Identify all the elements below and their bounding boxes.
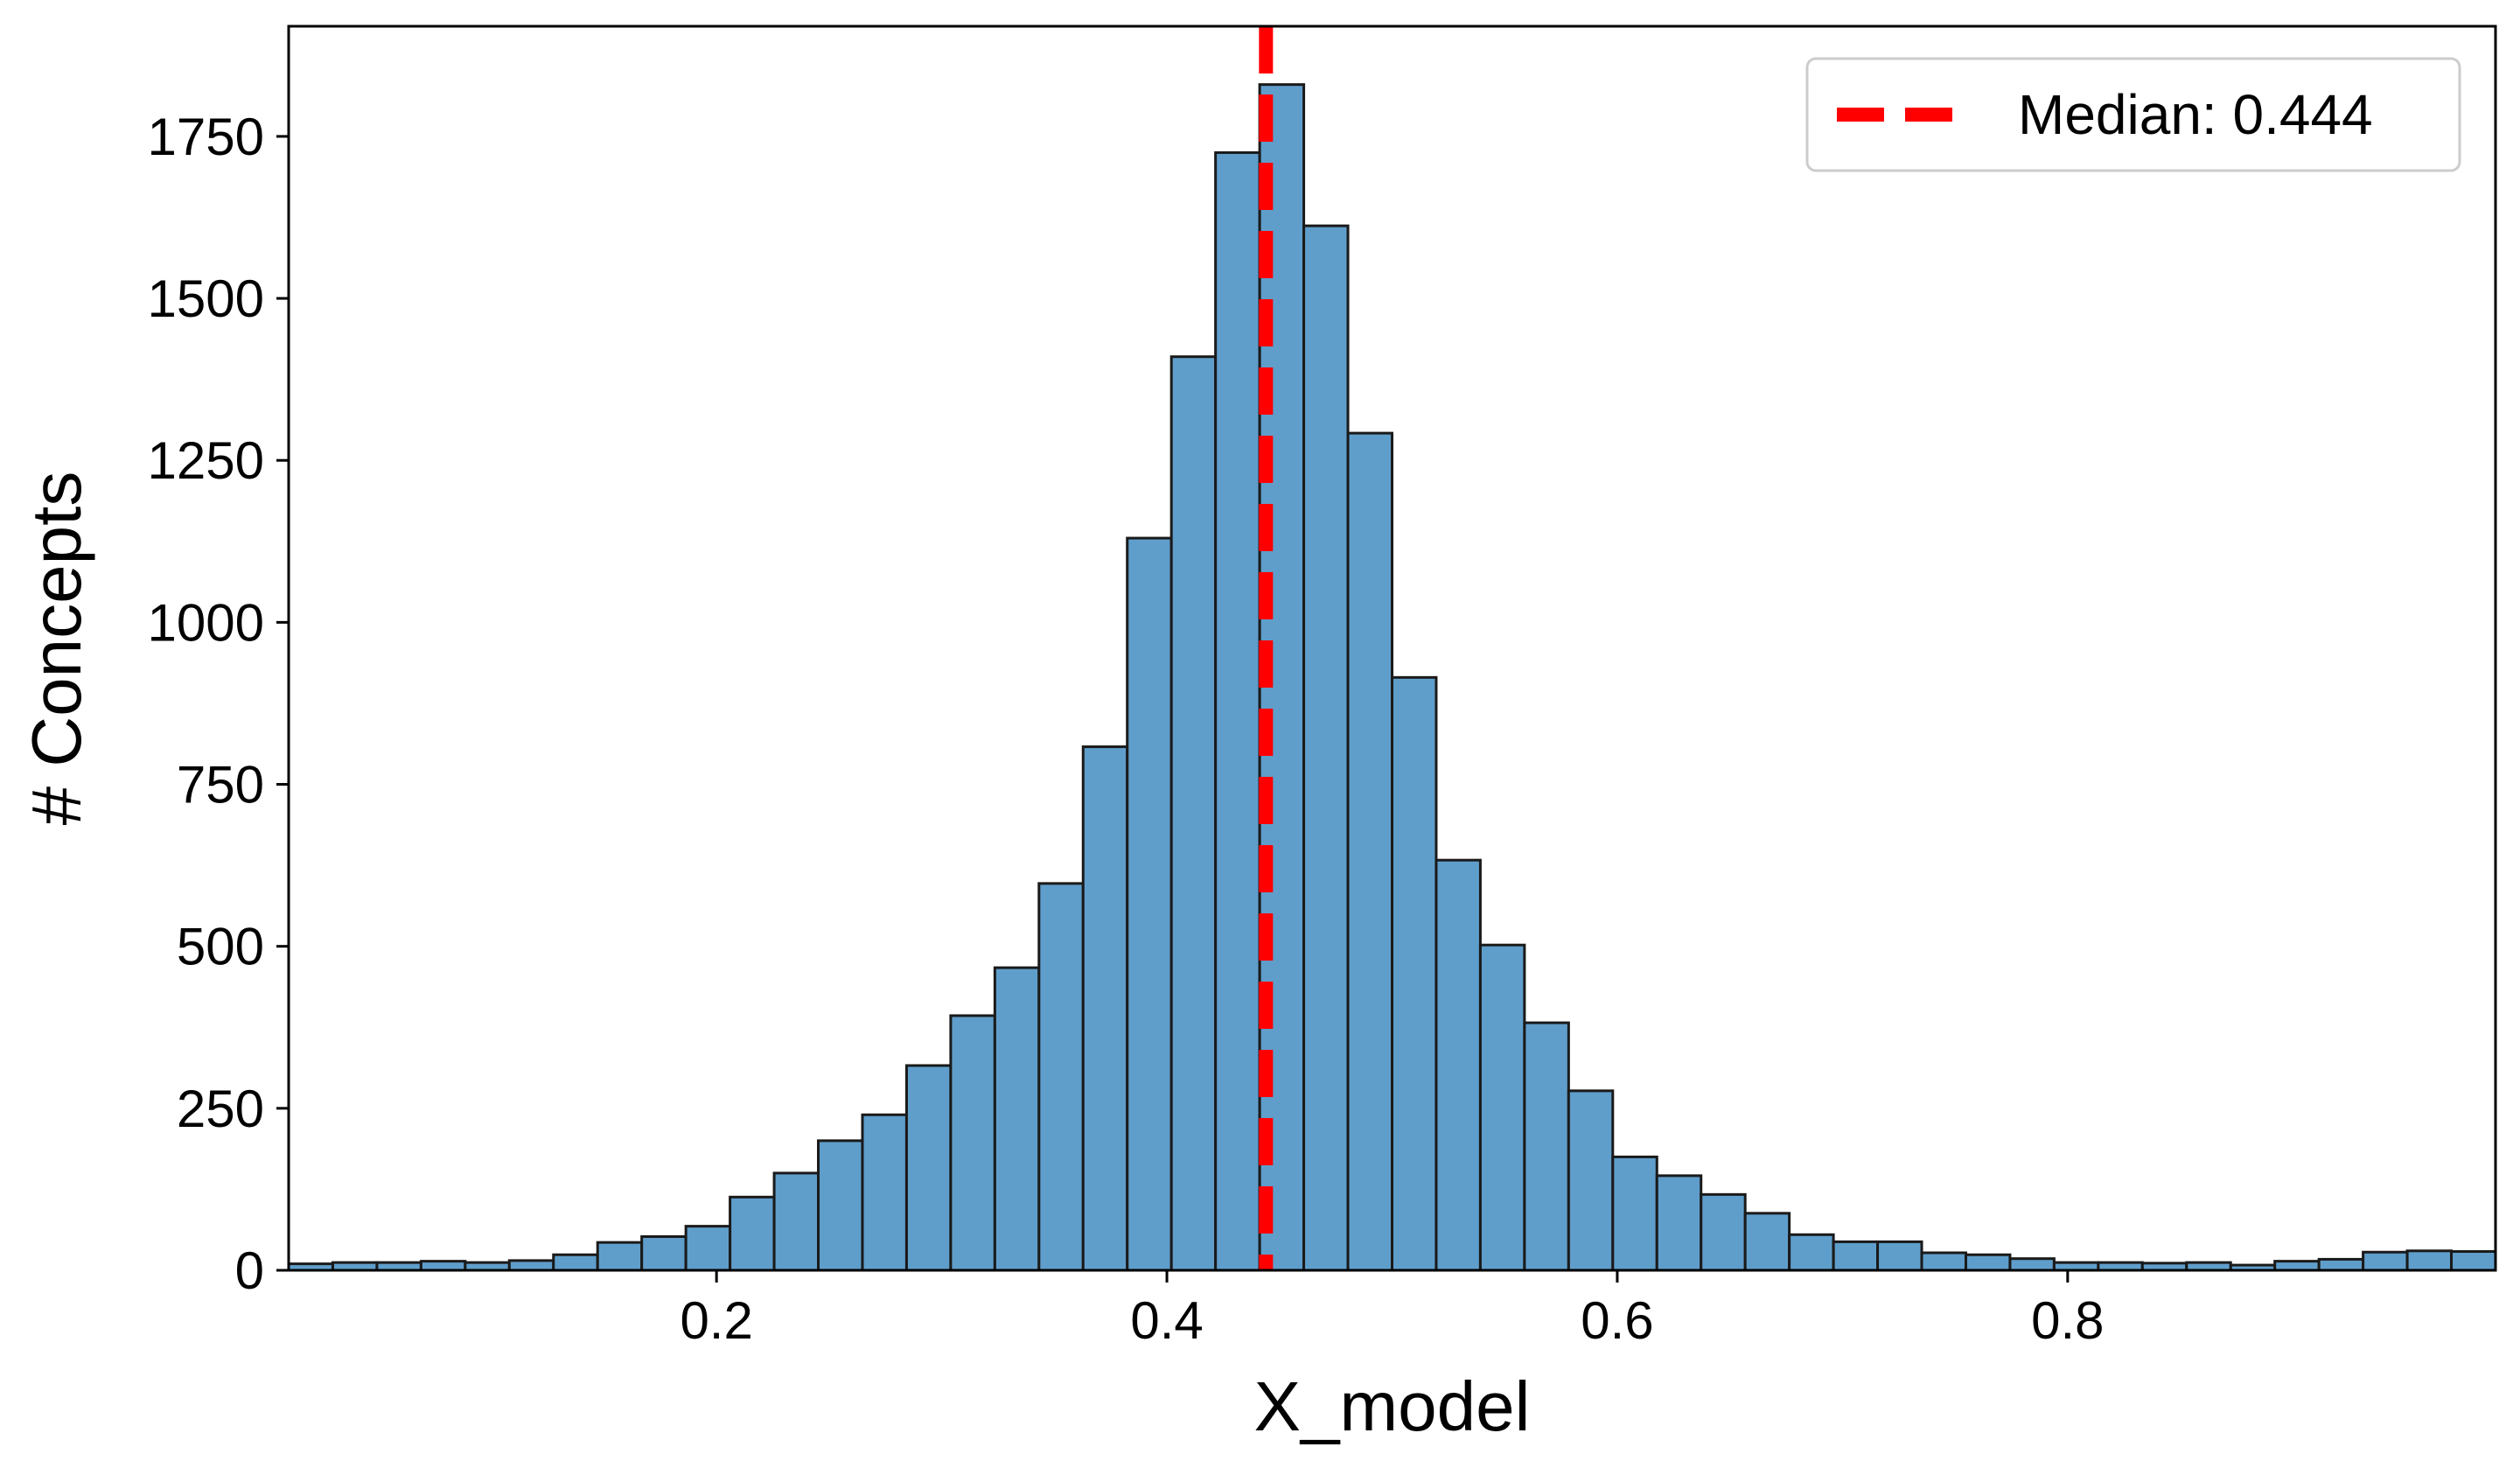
histogram-bar [1611,1155,1658,1272]
histogram-bar [1391,675,1438,1272]
histogram-bar [1435,858,1482,1272]
histogram-bar [1920,1251,1967,1272]
x-axis-title: X_model [1254,1367,1531,1445]
histogram-bar [1346,431,1394,1272]
histogram-bar [861,1113,908,1272]
histogram-bar [1037,882,1085,1272]
y-tick-label: 1750 [148,108,264,166]
histogram-bar [684,1225,732,1272]
histogram-bar [1478,943,1526,1272]
y-tick-label: 500 [177,918,264,976]
histogram-bar [1655,1174,1703,1272]
histogram-bar [1214,150,1261,1272]
histogram-bar [2362,1250,2409,1272]
histogram-bar [2405,1249,2454,1272]
histogram-bar [1700,1192,1747,1272]
histogram-bar [1567,1089,1615,1272]
histogram-bar [507,1259,555,1272]
histogram-bar [1832,1240,1880,1272]
histogram-bar [419,1260,467,1272]
y-tick-label: 250 [177,1080,264,1138]
x-tick-label: 0.4 [1130,1291,1203,1350]
legend-label-median: Median: 0.444 [2018,83,2373,146]
legend-box [1805,57,2461,172]
histogram-bar [817,1139,864,1272]
histogram-bar [2450,1250,2497,1272]
histogram-bar [596,1241,644,1272]
bars-group [287,83,2497,1272]
histogram-bar [772,1171,820,1272]
y-axis-title: # Concepts [17,472,95,826]
histogram-bar [1081,745,1129,1272]
histogram-bar [2008,1257,2056,1272]
histogram-bar [993,966,1041,1272]
histogram-bar [1126,536,1173,1272]
histogram-bar [1964,1253,2012,1272]
histogram-bar [1169,355,1218,1272]
histogram-bar [1876,1240,1923,1272]
x-tick-label: 0.2 [680,1291,752,1350]
axes-group: 0.2 0.4 0.6 0.8 0 250 500 750 1000 1250 1500 1750 X_… [17,24,2497,1445]
histogram-bar [552,1253,599,1272]
histogram-bar [2273,1260,2321,1272]
histogram-bar [1788,1233,1835,1272]
histogram-bar [2317,1257,2365,1272]
plot-frame [287,24,2497,1272]
histogram-bar [949,1014,996,1272]
histogram-bar [640,1234,688,1272]
y-tick-label: 750 [177,756,264,814]
histogram-bar [1523,1021,1570,1272]
histogram-bar [1743,1212,1791,1272]
legend: Median: 0.444 [1805,57,2461,172]
x-tick-label: 0.6 [1581,1291,1653,1350]
histogram-bar [904,1064,953,1272]
y-tick-label: 1500 [148,269,264,328]
y-tick-label: 1250 [148,431,264,490]
x-tick-label: 0.8 [2031,1291,2104,1350]
y-tick-label: 1000 [148,593,264,652]
histogram-bar [729,1195,776,1272]
y-tick-label: 0 [235,1241,264,1300]
histogram-bar [1302,224,1350,1272]
